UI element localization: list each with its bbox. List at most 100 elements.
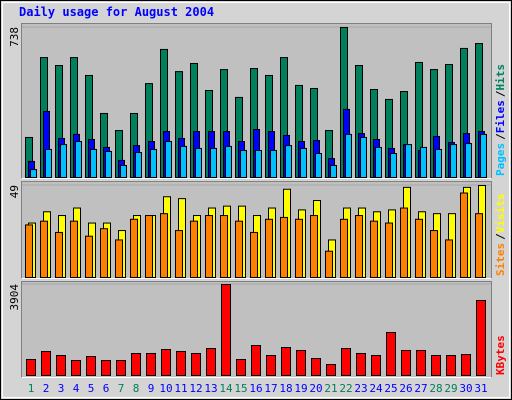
bar [390,153,397,179]
x-tick-label: 18 [279,382,292,395]
x-tick-label: 22 [339,382,352,395]
legend: Pages/Files/Hits [494,64,507,176]
bar [280,216,288,278]
bar [420,146,427,179]
bar [236,359,246,377]
bar [265,218,273,278]
bar [371,355,381,377]
bar [435,148,442,178]
bar [386,331,396,376]
bar [175,230,183,278]
x-tick-label: 24 [369,382,383,395]
bar [295,218,303,278]
bar [205,215,213,278]
bar [340,218,348,278]
legend-separator: / [494,90,507,97]
bar [285,145,292,178]
bar [476,299,486,376]
bar [176,350,186,377]
legend-entry: Hits [494,64,507,91]
x-tick-label: 28 [429,382,442,395]
x-tick-label: 26 [399,382,412,395]
bar [341,348,351,377]
bar [325,250,333,278]
bar [161,349,171,376]
bar [330,165,337,179]
bar [60,144,67,178]
x-tick-label: 21 [324,382,337,395]
x-tick-label: 17 [264,382,277,395]
bar [26,359,36,377]
x-tick-label: 4 [73,382,80,395]
x-tick-label: 30 [459,382,472,395]
bar [375,146,382,179]
bar [480,133,487,178]
bar [446,355,456,377]
x-tick-label: 31 [474,382,487,395]
bar [326,363,336,377]
x-tick-label: 12 [189,382,202,395]
bar [296,349,306,376]
bar [135,152,142,178]
x-tick-label: 2 [43,382,50,395]
bar [116,359,126,377]
bar [300,147,307,178]
bar [146,352,156,377]
legend: KBytes [494,335,507,375]
x-tick-label: 23 [354,382,367,395]
bar [71,359,81,377]
x-tick-label: 1 [28,382,35,395]
bar [100,228,108,278]
bar [101,359,111,377]
x-tick-label: 16 [249,382,262,395]
bar [430,230,438,278]
chart-title: Daily usage for August 2004 [19,5,214,19]
bar [40,220,48,278]
x-tick-label: 9 [148,382,155,395]
bar [105,150,112,178]
bar [55,231,63,279]
bar [195,147,202,178]
x-tick-label: 13 [204,382,217,395]
bar [401,349,411,376]
x-tick-label: 7 [118,382,125,395]
legend-entry: Pages [494,143,507,176]
bar [315,153,322,179]
legend: Sites /Visits [494,194,507,277]
bar [150,148,157,178]
bar [210,147,217,178]
bar [345,133,352,178]
x-tick-label: 27 [414,382,427,395]
bar [415,218,423,278]
x-tick-label: 8 [133,382,140,395]
bar [255,149,262,179]
bar [465,143,472,179]
x-tick-label: 3 [58,382,65,395]
bar [405,144,412,178]
bar [45,148,52,178]
legend-entry: Visits [494,194,507,234]
bar [400,207,408,278]
bar [41,350,51,377]
bar [311,358,321,376]
x-tick-label: 14 [219,382,233,395]
bar [30,169,37,178]
x-tick-label: 11 [174,382,187,395]
bar [355,215,363,278]
bar [86,356,96,376]
bar [385,222,393,279]
bar [180,145,187,178]
x-tick-label: 20 [309,382,322,395]
y-max-label: 49 [8,185,21,198]
x-tick-label: 19 [294,382,307,395]
bar [270,149,277,179]
bar [221,284,231,376]
bar [85,235,93,278]
bar [281,347,291,376]
bar [225,145,232,178]
y-max-label: 3904 [8,284,21,311]
bar [461,353,471,376]
x-tick-label: 25 [384,382,397,395]
